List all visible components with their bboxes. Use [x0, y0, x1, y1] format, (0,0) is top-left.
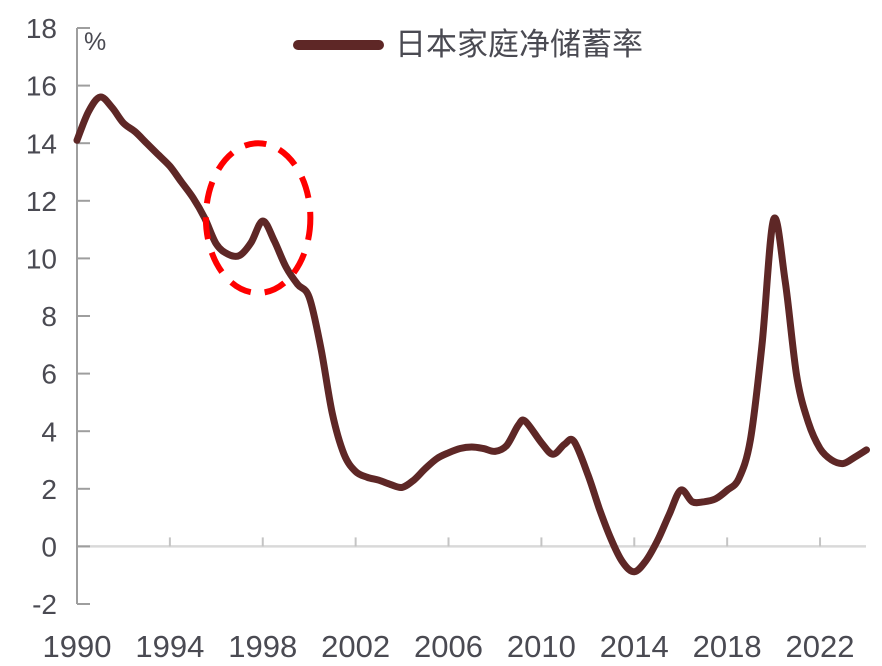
annotation-ellipse	[202, 140, 314, 296]
y-axis-tick-label: 0	[41, 531, 57, 562]
y-axis-tick-label: 10	[26, 243, 57, 274]
y-axis-tick-label: 14	[26, 128, 57, 159]
y-axis-tick-label: 6	[41, 359, 57, 390]
y-axis-tick-label: 12	[26, 186, 57, 217]
series-line-japan-household-net-saving-rate	[73, 93, 870, 576]
y-axis-unit-label: %	[84, 28, 107, 56]
y-axis-tick-label: -2	[32, 589, 57, 620]
x-axis-tick-label: 2010	[507, 629, 576, 664]
x-axis-tick-label: 2018	[693, 629, 762, 664]
y-axis-tick-label: 4	[41, 416, 57, 447]
x-axis-tick-label: 1998	[228, 629, 297, 664]
x-axis-tick-label: 2002	[321, 629, 390, 664]
y-axis-tick-label: 8	[41, 301, 57, 332]
y-axis-tick-label: 2	[41, 474, 57, 505]
legend: 日本家庭净储蓄率	[293, 26, 643, 63]
y-axis-tick-label: 16	[26, 71, 57, 102]
x-axis-tick-label: 1994	[135, 629, 204, 664]
legend-line-swatch	[293, 39, 384, 50]
x-axis-tick-label: 2014	[600, 629, 669, 664]
x-axis-tick-label: 2022	[786, 629, 855, 664]
y-axis-tick-label: 18	[26, 13, 57, 44]
x-axis-tick-label: 2006	[414, 629, 483, 664]
legend-series-label: 日本家庭净储蓄率	[395, 27, 643, 62]
x-axis-tick-label: 1990	[43, 629, 112, 664]
